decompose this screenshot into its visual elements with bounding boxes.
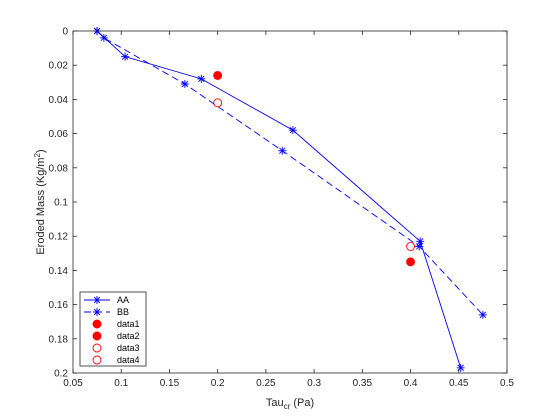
asterisk-stroke xyxy=(93,308,101,316)
legend-entry-data3: data3 xyxy=(92,343,140,353)
y-tick-label: 0.1 xyxy=(54,198,68,209)
data-point-data4-0 xyxy=(406,242,416,251)
y-axis-label: Eroded Mass (Kg/m2) xyxy=(33,149,47,254)
y-axis-label-main: Eroded Mass (Kg/m xyxy=(35,157,47,254)
y-tick-label: 0.04 xyxy=(49,95,69,106)
legend-marker-data2 xyxy=(92,331,102,341)
x-axis-label: Taucr (Pa) xyxy=(266,397,314,411)
data-point-data1-0 xyxy=(213,71,223,80)
legend-entry-data4: data4 xyxy=(92,355,140,365)
asterisk-stroke xyxy=(417,238,424,245)
data-point-AA-4 xyxy=(416,237,425,246)
legend-marker-data3 xyxy=(92,343,102,353)
legend-label-data2: data2 xyxy=(117,331,140,341)
x-tick-label: 0.1 xyxy=(114,378,128,389)
legend-marker-AA xyxy=(93,296,101,304)
x-axis-label-unit: (Pa) xyxy=(290,397,314,409)
y-tick-label: 0 xyxy=(62,27,68,38)
y-tick-label: 0.14 xyxy=(49,266,69,277)
x-tick-label: 0.45 xyxy=(449,378,469,389)
legend-entry-data1: data1 xyxy=(92,319,140,329)
series-data4 xyxy=(406,242,416,251)
x-tick-label: 0.3 xyxy=(307,378,321,389)
asterisk-stroke xyxy=(198,75,205,83)
y-tick-label: 0.18 xyxy=(49,334,69,345)
series-line-AA xyxy=(96,30,462,369)
data-point-AA-1 xyxy=(121,52,130,61)
x-tick-label: 0.35 xyxy=(353,378,373,389)
x-axis-label-main: Tau xyxy=(266,397,284,409)
x-tick-label: 0.2 xyxy=(211,378,225,389)
data-point-BB-2 xyxy=(180,80,189,89)
legend-label-data4: data4 xyxy=(117,355,140,365)
data-point-data2-0 xyxy=(406,257,416,267)
data-point-BB-4 xyxy=(415,242,424,251)
data-point-BB-1 xyxy=(99,33,108,42)
legend-marker-data1 xyxy=(92,319,102,329)
y-tick-label: 0.12 xyxy=(49,232,69,243)
series-data3 xyxy=(213,98,223,108)
legend-label-BB: BB xyxy=(117,307,129,317)
y-tick-label: 0.06 xyxy=(49,129,69,140)
data-point-BB-3 xyxy=(278,146,287,155)
axes-layer: 0.05 0.1 0.15 0.2 0.25 0.3 0.35 0.4 0.45 0.5 0 0.02… xyxy=(49,27,515,390)
asterisk-stroke xyxy=(100,34,108,42)
legend-box xyxy=(79,291,147,367)
series-data2 xyxy=(406,257,416,267)
legend: AA BB data1 data2 data3 data4 xyxy=(79,291,147,367)
x-tick-label: 0.15 xyxy=(160,378,180,389)
x-tick-label: 0.4 xyxy=(404,378,418,389)
data-point-AA-5 xyxy=(456,363,465,372)
asterisk-stroke xyxy=(479,311,487,319)
y-tick-label: 0.2 xyxy=(54,369,68,380)
series-layer xyxy=(93,27,487,372)
legend-entries: AA BB data1 data2 data3 data4 xyxy=(84,295,140,365)
x-tick-label: 0.25 xyxy=(256,378,276,389)
legend-entry-data2: data2 xyxy=(92,331,140,341)
asterisk-stroke xyxy=(93,296,101,304)
data-point-AA-2 xyxy=(197,74,206,83)
legend-entry-AA: AA xyxy=(84,295,129,305)
y-axis-label-end: ) xyxy=(35,149,47,153)
data-point-AA-3 xyxy=(288,126,297,135)
x-tick-label: 0.5 xyxy=(500,378,514,389)
y-tick-label: 0.08 xyxy=(49,163,69,174)
legend-entry-BB: BB xyxy=(84,307,129,317)
data-point-BB-5 xyxy=(478,310,487,319)
asterisk-stroke xyxy=(416,243,423,250)
asterisk-stroke xyxy=(289,126,297,134)
y-axis-label-superscript: 2 xyxy=(33,152,42,157)
legend-label-data3: data3 xyxy=(117,343,140,353)
y-tick-label: 0.02 xyxy=(49,61,69,72)
asterisk-stroke xyxy=(279,147,286,154)
legend-marker-data4 xyxy=(92,355,102,365)
data-point-data3-0 xyxy=(213,98,223,108)
series-data1 xyxy=(213,71,223,80)
x-axis-label-subscript: cr xyxy=(284,402,291,411)
asterisk-stroke xyxy=(121,53,129,60)
legend-label-data1: data1 xyxy=(117,319,140,329)
legend-marker-BB xyxy=(93,308,101,316)
x-tick-label: 0.05 xyxy=(63,378,83,389)
asterisk-stroke xyxy=(181,80,189,88)
legend-label-AA: AA xyxy=(117,295,129,305)
y-tick-label: 0.16 xyxy=(49,300,69,311)
